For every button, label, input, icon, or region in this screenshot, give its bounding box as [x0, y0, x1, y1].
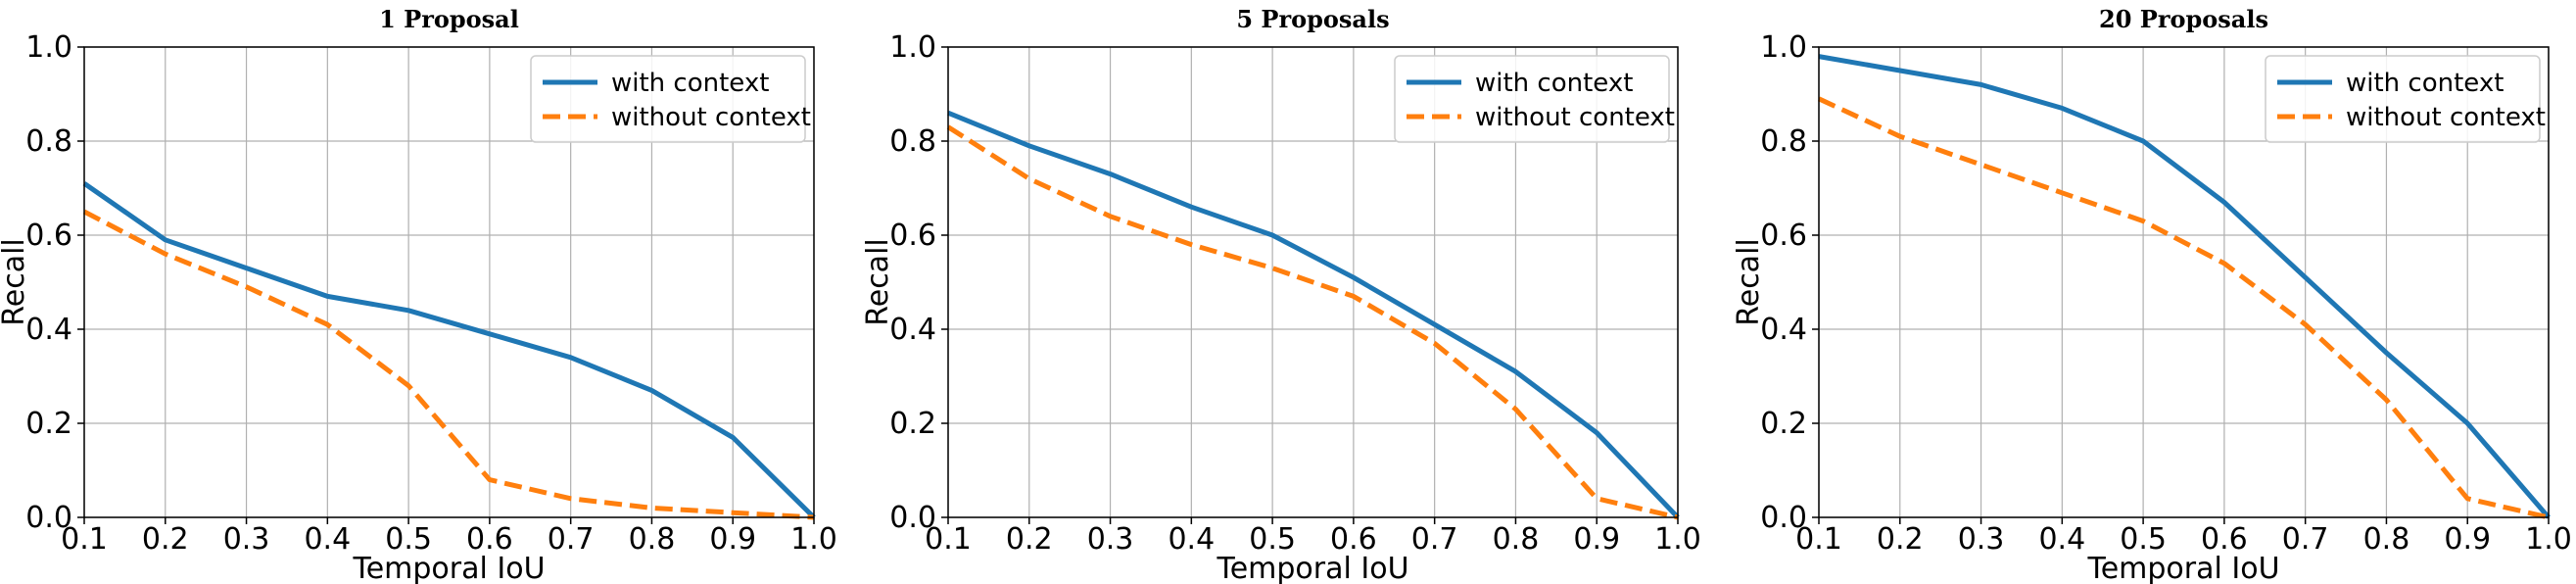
y-tick-label: 0.0 — [25, 501, 72, 535]
legend: with context without context — [1394, 55, 1675, 143]
legend-label: without context — [611, 103, 811, 132]
x-tick-label: 0.3 — [1958, 522, 2005, 557]
x-tick-label: 0.6 — [2201, 522, 2248, 557]
x-tick-label: 0.8 — [629, 522, 676, 557]
y-axis-label: Recall — [861, 238, 895, 326]
y-tick-label: 0.2 — [25, 407, 72, 441]
chart-title: 5 Proposals — [1236, 5, 1389, 33]
plot-frame — [83, 46, 815, 518]
y-axis-label: Recall — [1732, 238, 1766, 326]
y-tick-label: 0.6 — [25, 219, 72, 253]
y-tick-label: 0.0 — [889, 501, 936, 535]
x-tick-label: 0.4 — [1168, 522, 1215, 557]
x-axis-label: Temporal IoU — [352, 552, 545, 584]
x-tick-label: 0.1 — [925, 522, 972, 557]
x-tick-label: 0.2 — [1006, 522, 1053, 557]
x-tick-label: 0.7 — [1411, 522, 1458, 557]
x-tick-label: 0.3 — [1087, 522, 1134, 557]
x-tick-label: 0.9 — [1573, 522, 1620, 557]
x-tick-label: 0.2 — [1877, 522, 1924, 557]
x-tick-label: 0.7 — [2282, 522, 2329, 557]
y-tick-label: 0.8 — [25, 124, 72, 159]
y-tick-label: 0.0 — [1760, 501, 1807, 535]
series-line-with-context — [947, 110, 1680, 519]
legend-label: without context — [1475, 103, 1675, 132]
legend: with context without context — [2265, 55, 2546, 143]
x-tick-label: 1.0 — [1654, 522, 1701, 557]
x-tick-label: 0.6 — [1330, 522, 1377, 557]
x-tick-label: 0.9 — [2444, 522, 2491, 557]
legend-box — [1394, 55, 1670, 143]
y-tick-label: 1.0 — [1760, 30, 1807, 65]
legend-box — [530, 55, 806, 143]
y-tick-label: 0.8 — [889, 124, 936, 159]
y-tick-label: 0.6 — [1760, 219, 1807, 253]
x-tick-label: 0.3 — [223, 522, 270, 557]
y-tick-label: 0.8 — [1760, 124, 1807, 159]
legend: with context without context — [530, 55, 811, 143]
y-tick-label: 1.0 — [25, 30, 72, 65]
x-tick-label: 0.9 — [709, 522, 756, 557]
x-tick-label: 0.6 — [466, 522, 513, 557]
x-tick-label: 0.1 — [1795, 522, 1842, 557]
chart-panel-3: 0.1 0.2 0.3 0.4 0.5 0.6 0.7 0.8 0.9 1.0 0.0 0.2 0.4 0… — [1732, 5, 2572, 584]
y-tick-label: 1.0 — [889, 30, 936, 65]
y-tick-label: 0.4 — [889, 313, 936, 347]
chart-panel-2: 0.1 0.2 0.3 0.4 0.5 0.6 0.7 0.8 0.9 1.0 0.0 0.2 0.4 0… — [861, 5, 1701, 584]
chart-title: 20 Proposals — [2099, 5, 2268, 33]
x-tick-label: 0.5 — [385, 522, 432, 557]
x-tick-label: 0.8 — [2363, 522, 2410, 557]
x-tick-label: 0.1 — [61, 522, 108, 557]
plot-frame — [947, 46, 1679, 518]
series-line-without-context — [82, 209, 815, 520]
x-tick-label: 0.5 — [1249, 522, 1296, 557]
series-line-without-context — [1817, 96, 2550, 520]
y-axis-label: Recall — [0, 238, 31, 326]
y-tick-label: 0.2 — [889, 407, 936, 441]
x-tick-label: 0.5 — [2120, 522, 2167, 557]
chart-panel-1: 0.1 0.2 0.3 0.4 0.5 0.6 0.7 0.8 0.9 1.0 0.0 0.2 0.4 0… — [0, 5, 837, 584]
y-tick-label: 0.4 — [1760, 313, 1807, 347]
x-tick-label: 0.4 — [304, 522, 351, 557]
x-tick-label: 0.8 — [1493, 522, 1540, 557]
x-tick-label: 0.4 — [2038, 522, 2085, 557]
legend-label: with context — [1475, 69, 1633, 98]
x-tick-label: 0.7 — [548, 522, 595, 557]
legend-label: without context — [2346, 103, 2546, 132]
legend-box — [2265, 55, 2541, 143]
x-tick-label: 0.2 — [142, 522, 189, 557]
legend-label: with context — [611, 69, 769, 98]
chart-title: 1 Proposal — [379, 5, 519, 33]
x-axis-label: Temporal IoU — [1216, 552, 1408, 584]
y-tick-label: 0.4 — [25, 313, 72, 347]
series-line-with-context — [82, 181, 816, 519]
y-tick-label: 0.6 — [889, 219, 936, 253]
series-line-without-context — [946, 124, 1679, 520]
series-line-with-context — [1818, 54, 2551, 519]
legend-label: with context — [2346, 69, 2504, 98]
x-tick-label: 1.0 — [2525, 522, 2572, 557]
x-axis-label: Temporal IoU — [2086, 552, 2279, 584]
y-tick-label: 0.2 — [1760, 407, 1807, 441]
x-tick-label: 1.0 — [790, 522, 837, 557]
plot-frame — [1818, 46, 2550, 518]
